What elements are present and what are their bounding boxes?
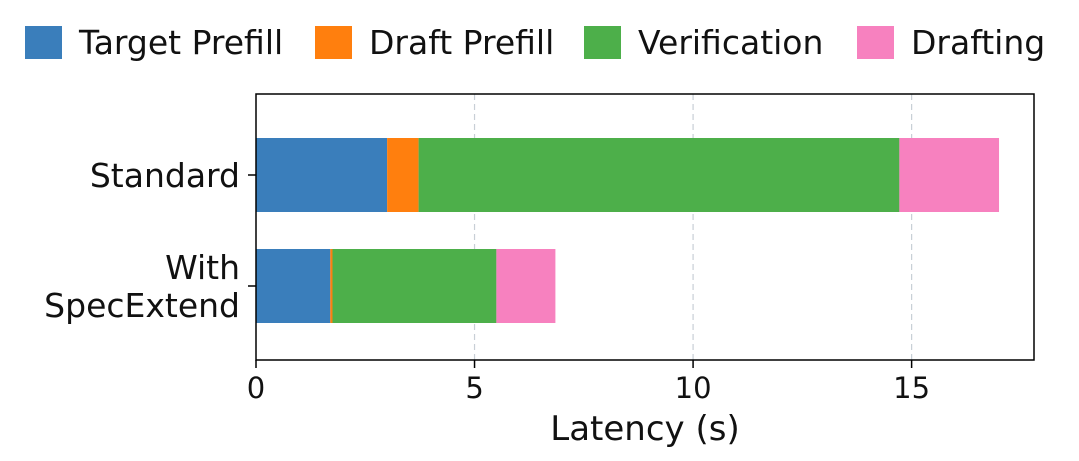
x-axis-title: Latency (s) bbox=[550, 409, 739, 449]
y-tick-label: Standard bbox=[90, 156, 240, 195]
x-tick-label: 5 bbox=[465, 371, 483, 405]
legend-label: Draft Prefill bbox=[369, 23, 554, 62]
bar-segment bbox=[256, 138, 388, 212]
bar-segment bbox=[496, 249, 556, 323]
legend: Target Prefill Draft Prefill Verification D… bbox=[25, 23, 1045, 62]
bar-segment bbox=[418, 138, 900, 212]
bar-segment bbox=[387, 138, 419, 212]
legend-label: Verification bbox=[638, 23, 823, 62]
bar-segment bbox=[332, 249, 497, 323]
legend-swatch bbox=[315, 26, 352, 59]
bars bbox=[256, 138, 1000, 323]
x-tick-label: 15 bbox=[893, 371, 930, 405]
bar-segment bbox=[330, 249, 333, 323]
x-tick-label: 0 bbox=[247, 371, 265, 405]
legend-swatch bbox=[857, 26, 894, 59]
legend-swatch bbox=[25, 26, 62, 59]
plot-frame bbox=[255, 93, 1035, 361]
x-ticks: 0 5 10 15 bbox=[247, 360, 930, 405]
bar-segment bbox=[256, 249, 331, 323]
bar-segment bbox=[899, 138, 1000, 212]
legend-label: Drafting bbox=[911, 23, 1045, 62]
x-tick-label: 10 bbox=[675, 371, 712, 405]
legend-swatch bbox=[584, 26, 621, 59]
y-tick-label: With bbox=[165, 248, 240, 287]
legend-label: Target Prefill bbox=[78, 23, 283, 62]
y-tick-label: SpecExtend bbox=[44, 286, 240, 325]
